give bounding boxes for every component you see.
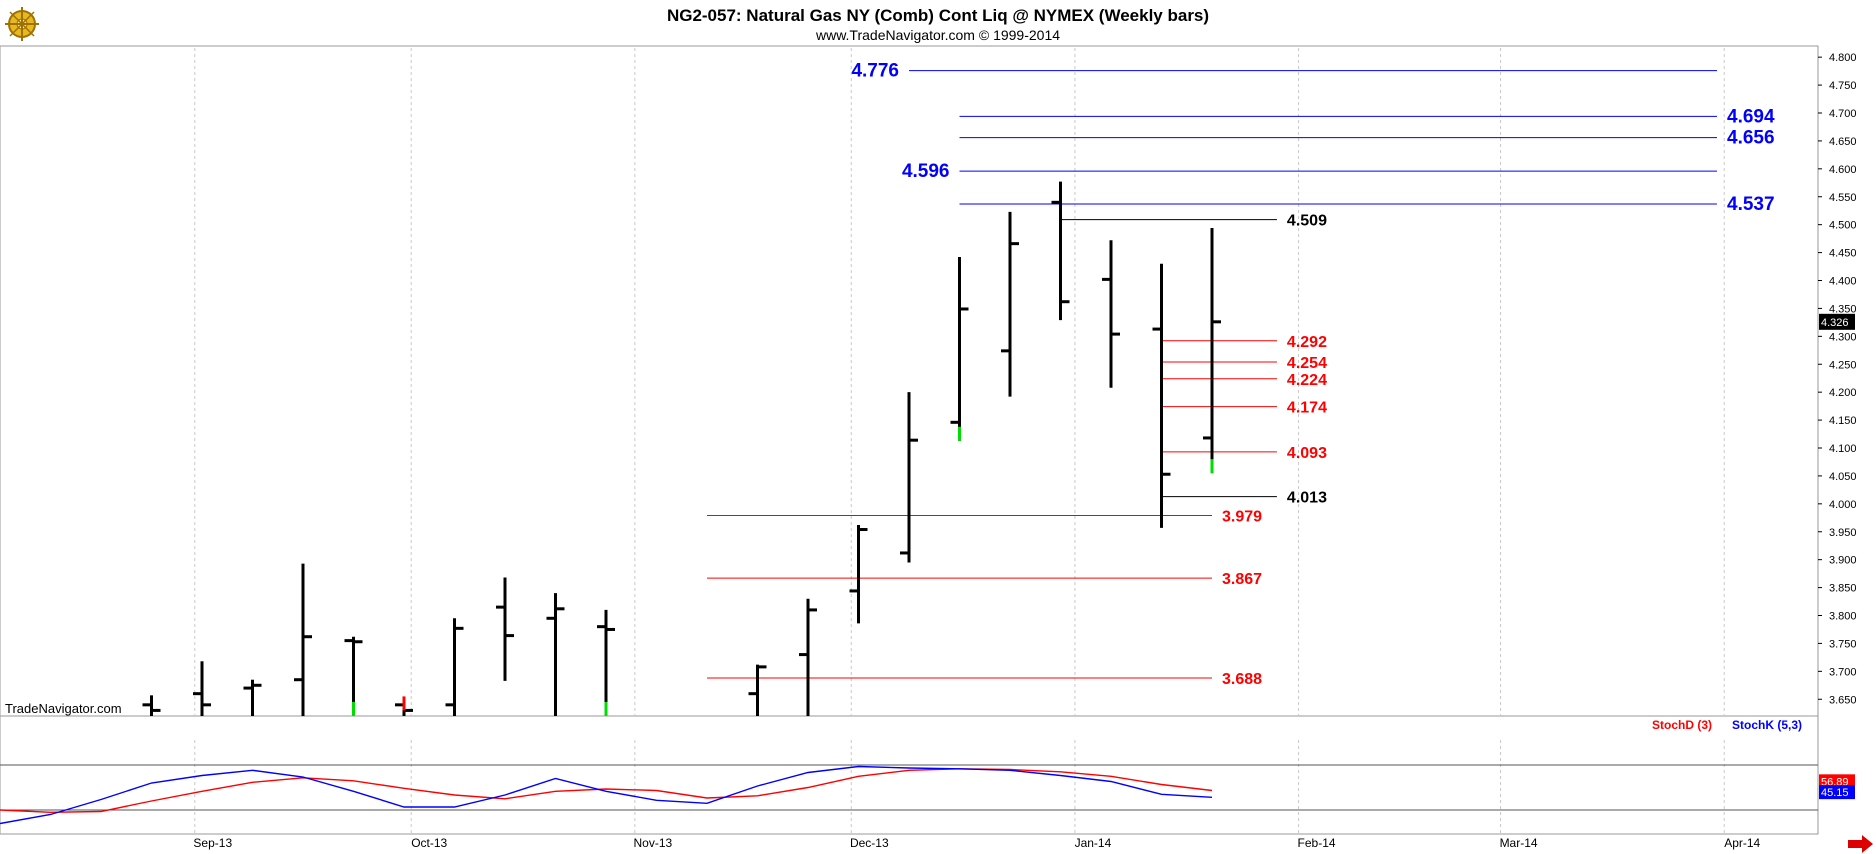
last-price-badge: [1819, 313, 1855, 330]
y-tick-label: 4.200: [1829, 387, 1857, 399]
y-tick-label: 4.000: [1829, 499, 1857, 511]
legend-stochd: StochD (3): [1652, 718, 1712, 732]
level-label: 3.867: [1222, 571, 1262, 588]
level-label: 4.292: [1287, 334, 1327, 351]
x-tick-label: Nov-13: [634, 836, 673, 850]
x-tick-label: Dec-13: [850, 836, 889, 850]
last-price-label: 4.326: [1821, 317, 1849, 329]
y-tick-label: 4.400: [1829, 276, 1857, 288]
y-tick-label: 4.700: [1829, 108, 1857, 120]
level-label: 4.537: [1727, 194, 1775, 215]
chart-title: NG2-057: Natural Gas NY (Comb) Cont Liq …: [667, 6, 1209, 25]
y-tick-label: 3.700: [1829, 666, 1857, 678]
level-label: 3.979: [1222, 509, 1262, 526]
y-tick-label: 4.100: [1829, 443, 1857, 455]
date-x-axis: Sep-13 Oct-13 Nov-13 Dec-13 Jan-14 Feb-14 Mar-…: [193, 836, 1760, 850]
watermark-text: TradeNavigator.com: [5, 701, 122, 716]
y-tick-label: 4.150: [1829, 415, 1857, 427]
vertical-gridlines: [194, 48, 1725, 834]
y-tick-label: 4.550: [1829, 192, 1857, 204]
y-tick-label: 3.950: [1829, 527, 1857, 539]
level-label: 4.776: [851, 61, 899, 82]
level-label: 4.224: [1287, 372, 1327, 389]
stochk-value-badge: [1819, 785, 1855, 800]
y-tick-label: 4.500: [1829, 220, 1857, 232]
stochk-line: [0, 765, 1213, 825]
level-label: 4.254: [1287, 355, 1327, 372]
legend-stochk: StochK (5,3): [1732, 718, 1802, 732]
level-label: 4.013: [1287, 490, 1327, 507]
stochd-line: [0, 768, 1213, 814]
x-tick-label: Apr-14: [1724, 836, 1760, 850]
y-tick-label: 3.650: [1829, 694, 1857, 706]
stochk-value-label: 45.15: [1821, 787, 1849, 799]
y-tick-label: 4.800: [1829, 52, 1857, 64]
red-right-arrow-icon[interactable]: [1848, 835, 1873, 853]
y-tick-label: 4.350: [1829, 303, 1857, 315]
trade-navigator-logo-icon: [5, 7, 39, 41]
level-label: 4.596: [902, 161, 950, 182]
level-label: 4.093: [1287, 445, 1327, 462]
price-y-axis: 3.650 3.700 3.750 3.800 3.850 3.900 3.950 4.000…: [1818, 52, 1857, 706]
x-tick-label: Mar-14: [1500, 836, 1538, 850]
x-tick-label: Feb-14: [1298, 836, 1336, 850]
y-tick-label: 3.900: [1829, 555, 1857, 567]
y-tick-label: 4.050: [1829, 471, 1857, 483]
y-tick-label: 3.800: [1829, 611, 1857, 623]
y-tick-label: 4.450: [1829, 248, 1857, 260]
chart-subtitle: www.TradeNavigator.com © 1999-2014: [815, 27, 1060, 43]
level-label: 4.509: [1287, 213, 1327, 230]
y-tick-label: 3.750: [1829, 638, 1857, 650]
y-tick-label: 4.300: [1829, 331, 1857, 343]
level-label: 4.174: [1287, 400, 1327, 417]
x-tick-label: Sep-13: [193, 836, 232, 850]
level-label: 4.694: [1727, 106, 1775, 127]
level-label: 3.688: [1222, 671, 1262, 688]
y-tick-label: 4.650: [1829, 136, 1857, 148]
level-label: 4.656: [1727, 128, 1775, 149]
y-tick-label: 3.850: [1829, 583, 1857, 595]
x-tick-label: Jan-14: [1075, 836, 1112, 850]
x-tick-label: Oct-13: [411, 836, 447, 850]
price-bars: [142, 181, 1221, 716]
y-tick-label: 4.750: [1829, 80, 1857, 92]
y-tick-label: 4.250: [1829, 359, 1857, 371]
stochd-value-badge: [1819, 774, 1855, 789]
y-tick-label: 4.600: [1829, 164, 1857, 176]
